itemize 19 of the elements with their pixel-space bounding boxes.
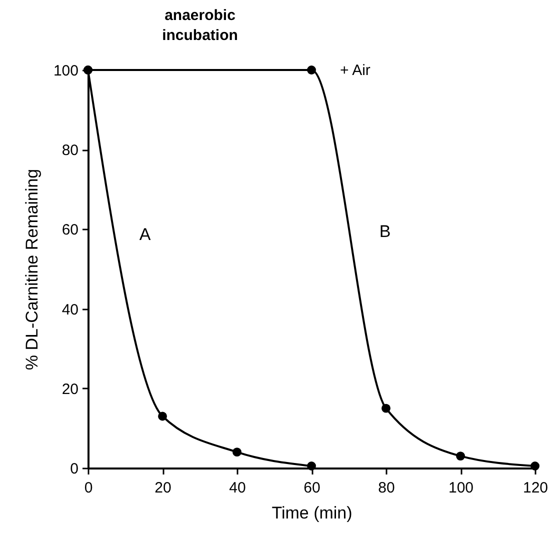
x-tick-label: 0 xyxy=(84,480,93,496)
y-tick-label: 60 xyxy=(62,222,78,239)
y-axis-title: % DL-Carnitine Remaining xyxy=(22,168,42,370)
annotation: B xyxy=(379,222,391,241)
x-tick-label: 80 xyxy=(378,480,395,496)
annotation: A xyxy=(139,225,152,244)
x-tick-label: 60 xyxy=(304,480,320,496)
y-tick-label: 80 xyxy=(62,142,78,160)
text: anaerobic incubation xyxy=(162,7,238,44)
y-tick-label: 20 xyxy=(62,380,78,398)
x-tick-label: 40 xyxy=(229,480,246,496)
y-tick-label: 40 xyxy=(62,301,78,318)
x-tick-label: 20 xyxy=(154,480,172,496)
y-tick-label: 100 xyxy=(53,62,78,80)
annotation: + Air xyxy=(340,62,370,79)
x-tick-label: 120 xyxy=(522,480,548,496)
x-tick-label: 100 xyxy=(448,480,474,496)
y-tick-label: 0 xyxy=(70,460,78,478)
x-axis-title: Time (min) xyxy=(272,504,352,522)
